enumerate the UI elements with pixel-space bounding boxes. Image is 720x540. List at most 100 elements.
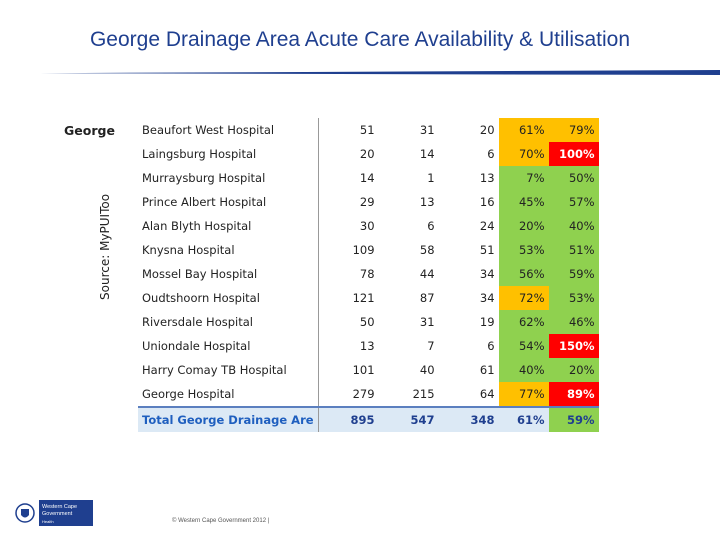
table-row: Murraysburg Hospital 14 1 13 7% 50% [60, 166, 599, 190]
region-cell [60, 238, 138, 262]
value-cell: 20 [359, 147, 375, 161]
percent-cell: 79% [548, 118, 599, 142]
value-cell: 13 [359, 339, 375, 353]
region-cell [60, 214, 138, 238]
hospital-name: Uniondale Hospital [138, 334, 319, 358]
page-title: George Drainage Area Acute Care Availabi… [89, 28, 631, 51]
hospital-name: Riversdale Hospital [138, 310, 319, 334]
value-cell: 51 [479, 243, 495, 257]
region-cell [60, 334, 138, 358]
percent-cell: 7% [498, 166, 549, 190]
value-cell: 14 [359, 171, 375, 185]
value-cell: 215 [412, 387, 435, 401]
region-cell [60, 358, 138, 382]
total-value: 348 [438, 406, 499, 432]
percent-cell: 45% [498, 190, 549, 214]
value-cell: 78 [359, 267, 375, 281]
hospital-name: Oudtshoorn Hospital [138, 286, 319, 310]
title-underline [40, 70, 720, 75]
value-cell: 51 [359, 123, 375, 137]
region-cell [60, 382, 138, 407]
table-row: Laingsburg Hospital 20 14 6 70% 100% [60, 142, 599, 166]
percent-cell: 40% [498, 358, 549, 382]
table-row: Oudtshoorn Hospital 121 87 34 72% 53% [60, 286, 599, 310]
percent-cell: 51% [548, 238, 599, 262]
table-row: Riversdale Hospital 50 31 19 62% 46% [60, 310, 599, 334]
value-cell: 14 [419, 147, 435, 161]
total-value: 547 [378, 406, 439, 432]
region-cell [60, 310, 138, 334]
percent-cell: 89% [548, 382, 599, 407]
hospital-name: Murraysburg Hospital [138, 166, 319, 190]
hospital-name: Laingsburg Hospital [138, 142, 319, 166]
value-cell: 44 [419, 267, 435, 281]
value-cell: 40 [419, 363, 435, 377]
table-row: George Hospital 279 215 64 77% 89% [60, 382, 599, 407]
total-row: Total George Drainage Are 895 547 348 61% 59% [60, 406, 599, 432]
total-percent: 61% [498, 406, 549, 432]
value-cell: 19 [479, 315, 495, 329]
logo-line3: Health [42, 519, 54, 524]
percent-cell: 50% [548, 166, 599, 190]
region-cell [60, 286, 138, 310]
value-cell: 24 [479, 219, 495, 233]
value-cell: 58 [419, 243, 435, 257]
table-row: Mossel Bay Hospital 78 44 34 56% 59% [60, 262, 599, 286]
hospital-name: Beaufort West Hospital [138, 118, 319, 142]
footer-copyright: © Western Cape Government 2012 | [172, 518, 270, 524]
table-row: Alan Blyth Hospital 30 6 24 20% 40% [60, 214, 599, 238]
percent-cell: 53% [548, 286, 599, 310]
value-cell: 31 [419, 315, 435, 329]
region-label: George [64, 122, 115, 138]
region-cell [60, 142, 138, 166]
value-cell: 34 [479, 267, 495, 281]
percent-cell: 46% [548, 310, 599, 334]
value-cell: 109 [352, 243, 375, 257]
value-cell: 87 [419, 291, 435, 305]
region-cell [60, 190, 138, 214]
hospital-name: Prince Albert Hospital [138, 190, 319, 214]
value-cell: 31 [419, 123, 435, 137]
value-cell: 13 [419, 195, 435, 209]
table-row: Knysna Hospital 109 58 51 53% 51% [60, 238, 599, 262]
value-cell: 7 [427, 339, 435, 353]
value-cell: 64 [479, 387, 495, 401]
hospital-name: George Hospital [138, 382, 319, 407]
value-cell: 30 [359, 219, 375, 233]
region-cell [60, 262, 138, 286]
value-cell: 16 [479, 195, 495, 209]
total-label: Total George Drainage Are [138, 406, 319, 432]
logo-line2: Government [42, 511, 73, 517]
total-percent: 59% [548, 406, 599, 432]
crest-icon [15, 503, 35, 523]
percent-cell: 56% [498, 262, 549, 286]
percent-cell: 20% [498, 214, 549, 238]
value-cell: 6 [487, 147, 495, 161]
value-cell: 61 [479, 363, 495, 377]
percent-cell: 40% [548, 214, 599, 238]
hospital-name: Harry Comay TB Hospital [138, 358, 319, 382]
value-cell: 34 [479, 291, 495, 305]
region-cell [60, 407, 138, 432]
government-logo: Western Cape Government Health [14, 495, 94, 531]
percent-cell: 20% [548, 358, 599, 382]
value-cell: 50 [359, 315, 375, 329]
value-cell: 279 [352, 387, 375, 401]
data-table: George Beaufort West Hospital 51 31 20 61% 79%… [60, 118, 599, 432]
value-cell: 121 [352, 291, 375, 305]
table-row: Prince Albert Hospital 29 13 16 45% 57% [60, 190, 599, 214]
percent-cell: 53% [498, 238, 549, 262]
percent-cell: 59% [548, 262, 599, 286]
percent-cell: 54% [498, 334, 549, 358]
value-cell: 6 [487, 339, 495, 353]
value-cell: 20 [479, 123, 495, 137]
percent-cell: 70% [498, 142, 549, 166]
region-cell [60, 166, 138, 190]
percent-cell: 57% [548, 190, 599, 214]
hospital-name: Alan Blyth Hospital [138, 214, 319, 238]
hospital-name: Knysna Hospital [138, 238, 319, 262]
value-cell: 6 [427, 219, 435, 233]
percent-cell: 100% [548, 142, 599, 166]
percent-cell: 62% [498, 310, 549, 334]
percent-cell: 61% [498, 118, 549, 142]
